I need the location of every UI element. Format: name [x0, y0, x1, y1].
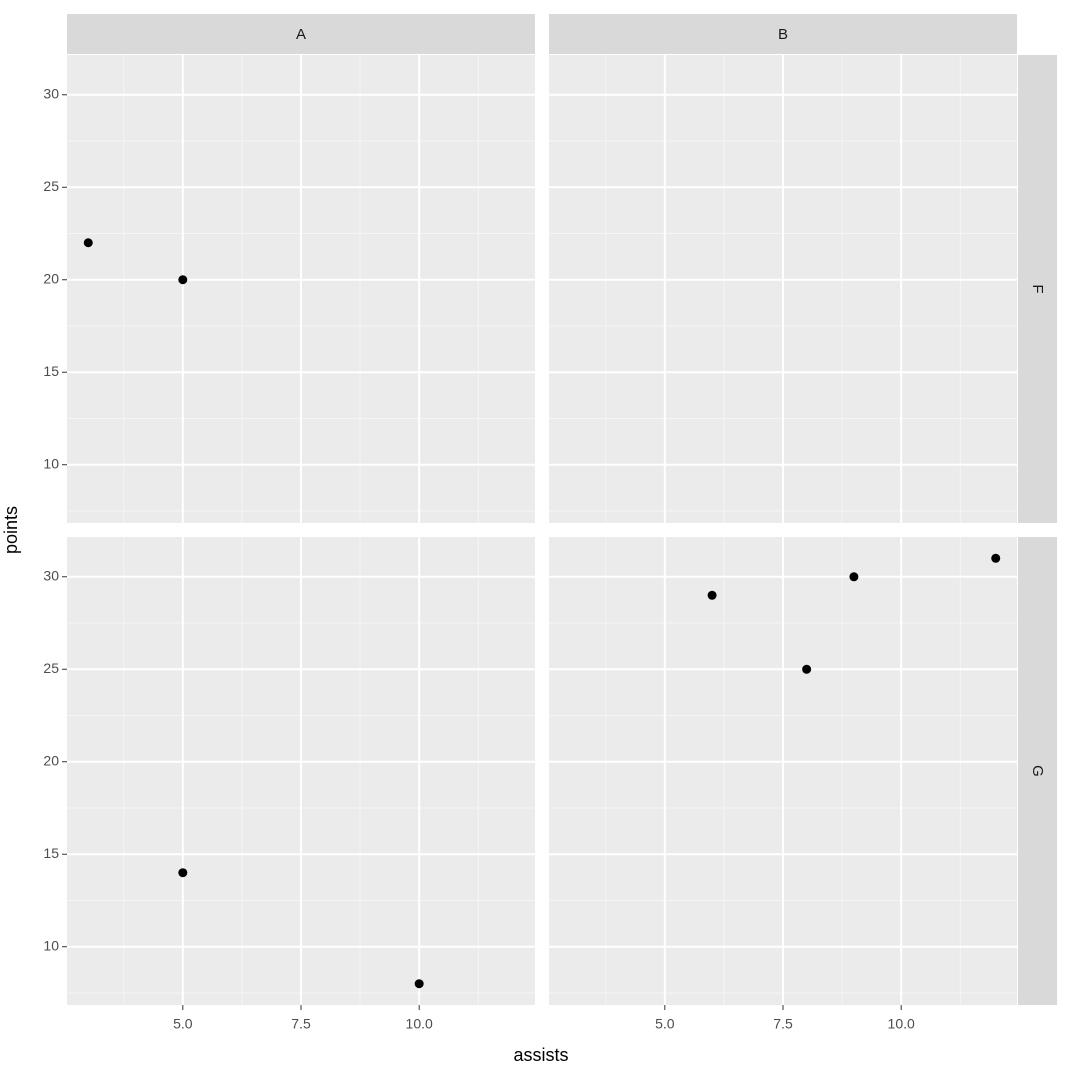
strip-label: B [778, 26, 788, 43]
y-tick-label: 15 [43, 845, 59, 861]
point [414, 979, 424, 989]
x-tick-label: 10.0 [888, 1016, 915, 1032]
point [178, 868, 188, 878]
point [178, 275, 188, 285]
point [991, 553, 1001, 563]
y-tick-label: 10 [43, 455, 59, 471]
strip-label: G [1029, 765, 1046, 777]
point [83, 238, 93, 248]
y-tick-label: 20 [43, 270, 59, 286]
strip-background [549, 14, 1017, 54]
y-tick-label: 10 [43, 937, 59, 953]
strip-background [67, 14, 535, 54]
strip-label: F [1029, 284, 1046, 293]
strip-label: A [296, 26, 306, 43]
strip-background [1018, 537, 1057, 1005]
x-tick-label: 5.0 [655, 1016, 675, 1032]
x-tick-label: 10.0 [406, 1016, 433, 1032]
strip-background [1018, 55, 1057, 523]
y-tick-label: 15 [43, 363, 59, 379]
y-tick-label: 30 [43, 567, 59, 583]
y-tick-label: 30 [43, 85, 59, 101]
point [707, 590, 717, 600]
x-tick-label: 5.0 [173, 1016, 193, 1032]
y-axis-title: points [1, 506, 21, 554]
y-tick-label: 25 [43, 178, 59, 194]
x-tick-label: 7.5 [291, 1016, 311, 1032]
x-tick-label: 7.5 [773, 1016, 793, 1032]
point [849, 572, 859, 582]
y-tick-label: 20 [43, 752, 59, 768]
point [802, 664, 812, 674]
y-tick-label: 25 [43, 660, 59, 676]
x-axis-title: assists [513, 1045, 568, 1065]
